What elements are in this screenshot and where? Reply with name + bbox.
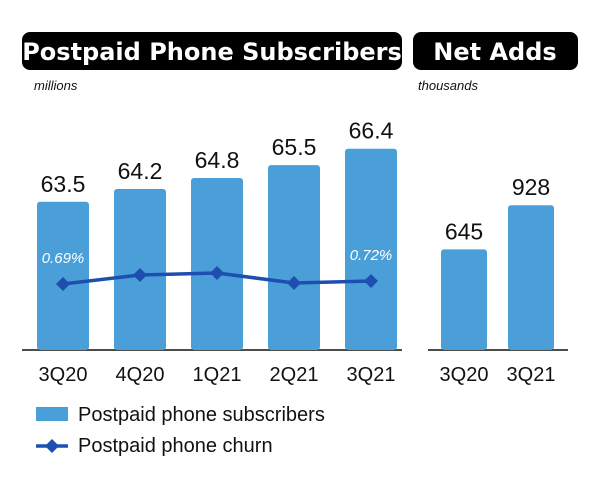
net-adds-category-label: 3Q21	[507, 364, 556, 386]
subscribers-title-pill	[22, 32, 402, 70]
net-adds-value-label: 645	[445, 218, 483, 244]
subscribers-bar	[37, 201, 89, 350]
churn-point	[210, 266, 224, 280]
churn-point	[287, 276, 301, 290]
subscribers-value-label: 65.5	[272, 134, 317, 160]
subscribers-value-label: 64.2	[118, 158, 163, 184]
churn-point	[133, 268, 147, 282]
subscribers-category-label: 3Q21	[347, 364, 396, 386]
subscribers-bar	[191, 177, 243, 350]
subscribers-title: Postpaid Phone Subscribers	[22, 38, 402, 66]
churn-value-label: 0.69%	[42, 250, 85, 267]
subscribers-category-label: 2Q21	[270, 364, 319, 386]
subscribers-value-label: 66.4	[349, 118, 394, 144]
subscribers-category-label: 3Q20	[39, 364, 88, 386]
legend-label-churn: Postpaid phone churn	[78, 435, 273, 457]
subscribers-value-label: 63.5	[41, 171, 86, 197]
churn-point	[364, 274, 378, 288]
subscribers-value-label: 64.8	[195, 147, 240, 173]
net-adds-value-label: 928	[512, 174, 550, 200]
net-adds-title-pill	[413, 32, 578, 70]
net-adds-bar	[441, 249, 487, 350]
subscribers-category-label: 1Q21	[193, 364, 242, 386]
net-adds-title: Net Adds	[433, 38, 556, 66]
subscribers-category-label: 4Q20	[116, 364, 165, 386]
legend-swatch-subscribers	[36, 407, 68, 421]
net-adds-category-label: 3Q20	[440, 364, 489, 386]
net-adds-bar	[508, 205, 554, 350]
churn-value-label: 0.72%	[350, 247, 393, 264]
chart-marks: 63.5 64.2 64.8 65.5 66.4 3Q20 4Q20 1Q21 2Q21 3Q21…	[37, 118, 555, 386]
net-adds-unit-label: thousands	[418, 78, 478, 93]
subscribers-bar	[268, 165, 320, 350]
legend-marker-churn	[45, 439, 59, 453]
subscribers-unit-label: millions	[34, 78, 78, 93]
legend-label-subscribers: Postpaid phone subscribers	[78, 404, 325, 426]
subscribers-bar	[345, 148, 397, 350]
churn-point	[56, 277, 70, 291]
